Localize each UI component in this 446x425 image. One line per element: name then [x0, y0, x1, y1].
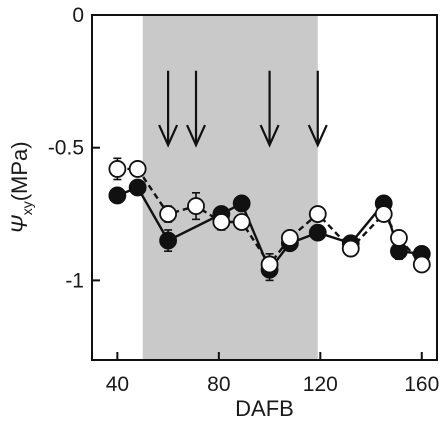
series-1-point [232, 194, 251, 213]
series-2-point [260, 255, 279, 274]
arrow-layer [158, 70, 328, 148]
y-axis-subscript: xy [19, 201, 35, 215]
y-tick-label: -1 [65, 269, 84, 292]
arrow-head [307, 124, 328, 148]
series-2-point [412, 255, 431, 274]
shaded-region [142, 15, 318, 360]
series-2-point [390, 229, 408, 247]
series-1-point [308, 223, 327, 242]
series-2-point [159, 205, 178, 223]
series-2-point [187, 197, 205, 215]
arrow-head [158, 124, 179, 148]
series-2-point [374, 205, 393, 223]
x-tick-label: 120 [303, 373, 338, 396]
series-2 [108, 157, 431, 276]
arrow [307, 70, 328, 148]
shaded-region-layer [142, 15, 318, 360]
x-tick-label: 40 [106, 373, 129, 396]
series-1-point [128, 178, 147, 197]
series-1-point [108, 186, 127, 205]
series-2-point [212, 213, 231, 231]
x-tick-label: 80 [207, 373, 230, 396]
axes-layer: 40 80 120 160 0 -0.5 -1 [48, 4, 439, 396]
series-2-point [280, 229, 299, 247]
series-2-point [108, 160, 127, 178]
series-2-point [128, 160, 147, 178]
y-axis-title: Ψxy(MPa) [7, 141, 35, 233]
x-tick-label: 160 [404, 373, 439, 396]
arrow-head [186, 124, 207, 148]
arrow-head [259, 124, 280, 148]
series-2-point [341, 239, 360, 258]
arrow [259, 70, 280, 148]
arrow [158, 70, 179, 148]
plot-frame [91, 14, 438, 361]
series-1-point [159, 231, 178, 250]
arrow [186, 70, 207, 148]
series-layer [108, 157, 431, 282]
y-tick-label: -0.5 [48, 137, 84, 160]
y-axis-unit: (MPa) [7, 141, 32, 201]
series-2-point [232, 213, 251, 231]
y-tick-label: 0 [72, 4, 84, 27]
series-2-point [308, 205, 327, 223]
x-axis-title: DAFB [235, 396, 294, 421]
y-axis-symbol: Ψ [7, 215, 32, 234]
